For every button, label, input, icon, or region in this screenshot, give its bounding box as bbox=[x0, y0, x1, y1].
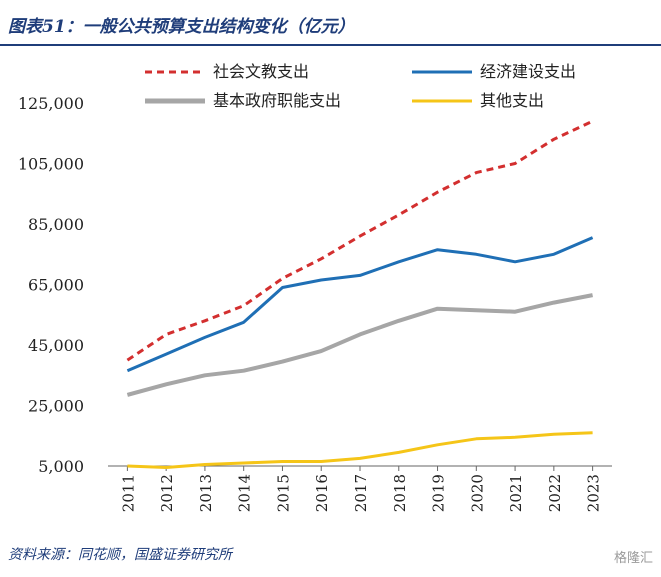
x-tick-label: 2015 bbox=[274, 474, 292, 512]
x-tick-label: 2018 bbox=[391, 474, 409, 512]
y-tick-label: 25,000 bbox=[28, 397, 84, 416]
chart-title: 图表51：一般公共预算支出结构变化（亿元） bbox=[8, 17, 355, 37]
x-tick-label: 2021 bbox=[507, 474, 525, 512]
x-tick-label: 2012 bbox=[158, 474, 176, 512]
y-tick-label: 125,000 bbox=[18, 94, 84, 113]
axes: 5,000 25,000 45,000 65,000 85,000 105,000 125,… bbox=[18, 94, 612, 512]
watermark-logo: 格隆汇 bbox=[613, 551, 653, 566]
x-tick-label: 2017 bbox=[352, 474, 370, 512]
legend-label: 基本政府职能支出 bbox=[213, 91, 341, 110]
source-note: 资料来源：同花顺，国盛证券研究所 bbox=[8, 547, 232, 563]
x-tick-label: 2020 bbox=[468, 474, 486, 512]
y-tick-label: 65,000 bbox=[28, 276, 84, 295]
y-tick-label: 45,000 bbox=[28, 336, 84, 355]
series-line-3 bbox=[127, 431, 593, 469]
y-tick-label: 105,000 bbox=[18, 155, 84, 174]
x-tick-label: 2011 bbox=[119, 474, 137, 512]
x-tick-label: 2023 bbox=[585, 474, 603, 512]
x-tick-label: 2014 bbox=[236, 474, 254, 512]
series-line-0 bbox=[126, 119, 594, 362]
legend-label: 其他支出 bbox=[480, 91, 544, 110]
legend-label: 经济建设支出 bbox=[480, 62, 576, 81]
x-tick-label: 2019 bbox=[430, 474, 448, 512]
series-line-2 bbox=[126, 293, 593, 397]
x-tick-label: 2013 bbox=[197, 474, 215, 512]
title-rule bbox=[0, 44, 661, 46]
y-tick-label: 85,000 bbox=[28, 215, 84, 234]
x-tick-label: 2022 bbox=[546, 474, 564, 512]
y-tick-label: 5,000 bbox=[38, 457, 84, 476]
legend-label: 社会文教支出 bbox=[213, 62, 309, 81]
x-tick-label: 2016 bbox=[313, 474, 331, 512]
series-lines bbox=[126, 119, 594, 469]
series-line-1 bbox=[126, 236, 594, 373]
